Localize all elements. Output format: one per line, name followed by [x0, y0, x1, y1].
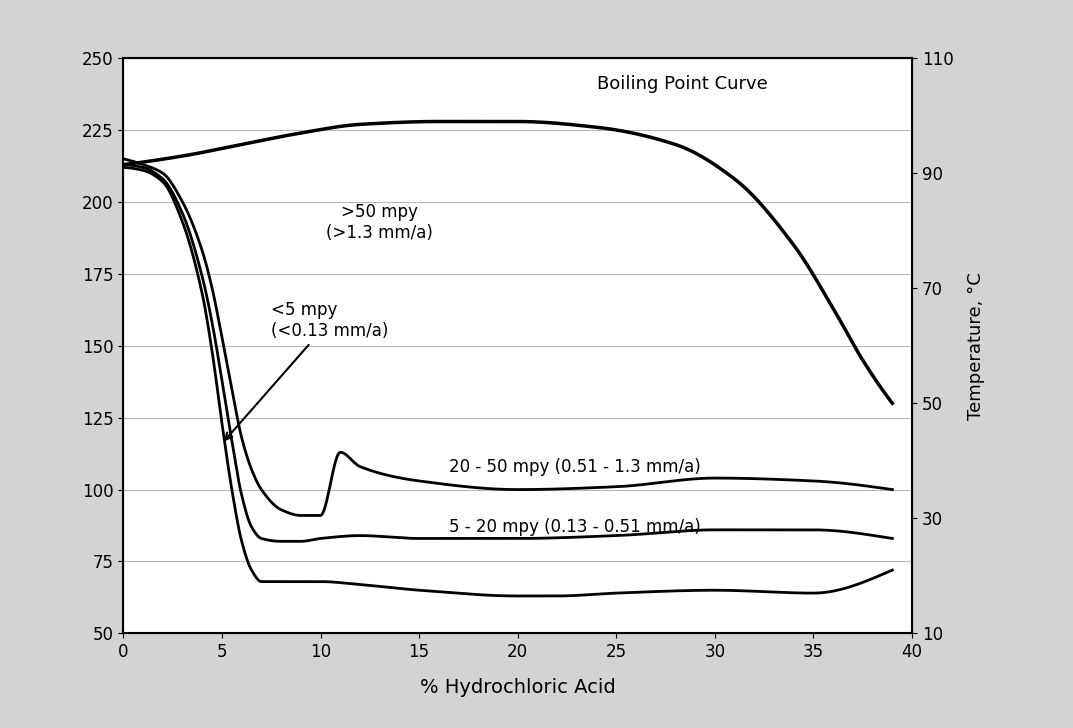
Text: Boiling Point Curve: Boiling Point Curve [597, 76, 767, 93]
Text: >50 mpy
(>1.3 mm/a): >50 mpy (>1.3 mm/a) [326, 203, 433, 242]
X-axis label: % Hydrochloric Acid: % Hydrochloric Acid [420, 678, 616, 697]
Text: <5 mpy
(<0.13 mm/a): <5 mpy (<0.13 mm/a) [225, 301, 388, 440]
Text: 20 - 50 mpy (0.51 - 1.3 mm/a): 20 - 50 mpy (0.51 - 1.3 mm/a) [449, 458, 701, 475]
Text: 5 - 20 mpy (0.13 - 0.51 mm/a): 5 - 20 mpy (0.13 - 0.51 mm/a) [449, 518, 701, 536]
Y-axis label: Temperature, °C: Temperature, °C [968, 272, 985, 419]
